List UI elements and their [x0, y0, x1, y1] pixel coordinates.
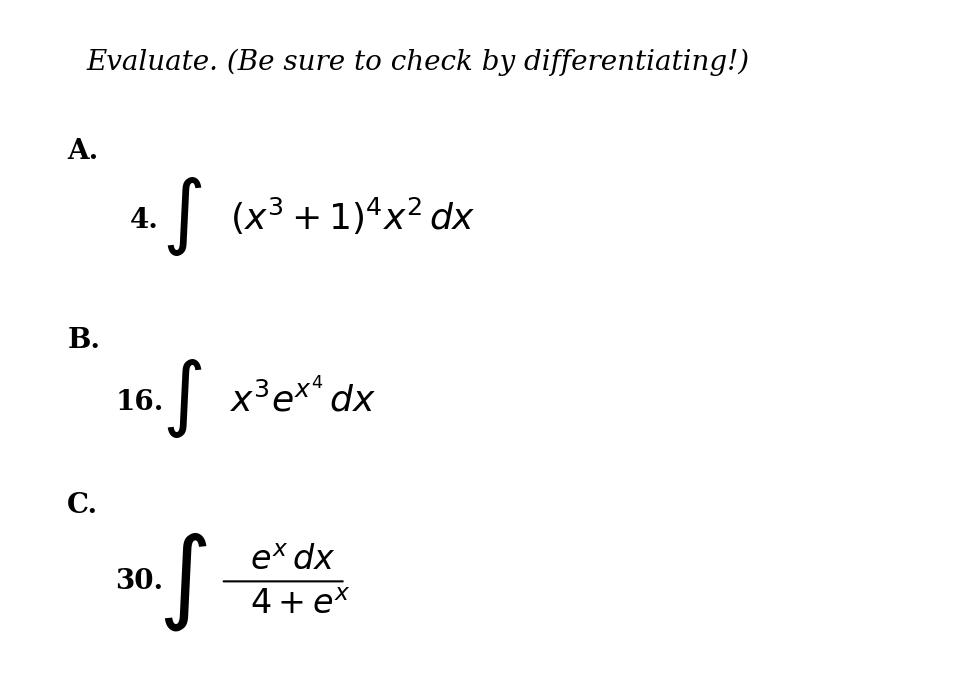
- Text: C.: C.: [67, 492, 98, 519]
- Text: $\int$: $\int$: [163, 175, 203, 258]
- Text: 4.: 4.: [130, 206, 159, 234]
- Text: 16.: 16.: [115, 389, 164, 416]
- Text: $x^3e^{x^4}\, dx$: $x^3e^{x^4}\, dx$: [231, 378, 377, 420]
- Text: Evaluate. (Be sure to check by differentiating!): Evaluate. (Be sure to check by different…: [86, 48, 749, 76]
- Text: B.: B.: [67, 327, 100, 354]
- Text: A.: A.: [67, 138, 98, 164]
- Text: $\int$: $\int$: [158, 530, 207, 633]
- Text: $\int$: $\int$: [163, 358, 203, 440]
- Text: $(x^3 + 1)^4x^2\, dx$: $(x^3 + 1)^4x^2\, dx$: [231, 196, 476, 237]
- Text: $4 + e^x$: $4 + e^x$: [249, 590, 350, 621]
- Text: 30.: 30.: [115, 568, 164, 595]
- Text: $e^x\, dx$: $e^x\, dx$: [249, 545, 335, 577]
